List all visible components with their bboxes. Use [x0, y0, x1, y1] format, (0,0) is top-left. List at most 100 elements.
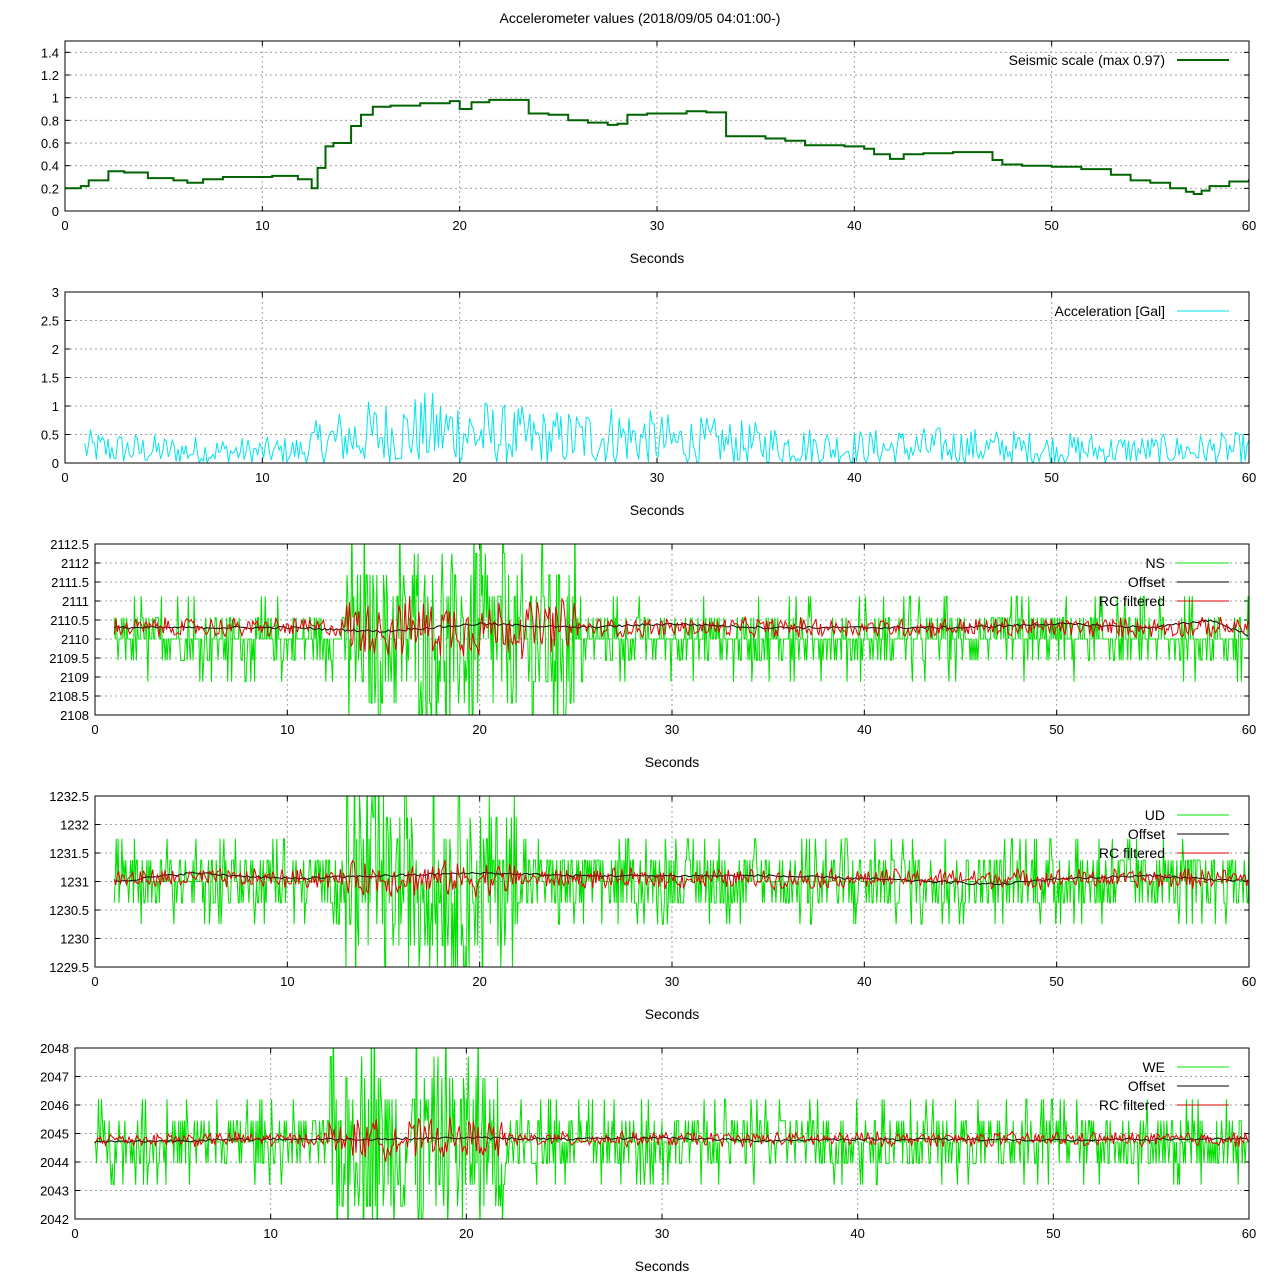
x-tick-label: 10 [280, 722, 294, 737]
x-tick-label: 30 [655, 1226, 669, 1241]
chart-3: 0 10 20 30 40 50 60 2108 2108.5 2109 2109.5 2110 211… [49, 537, 1256, 770]
legend-label: RC filtered [1099, 593, 1165, 609]
x-tick-label: 60 [1242, 1226, 1256, 1241]
x-tick-label: 0 [91, 722, 98, 737]
series-3-3 [113, 595, 1249, 660]
x-tick-label: 50 [1049, 974, 1063, 989]
plot-area [113, 544, 1249, 715]
legend-label: WE [1142, 1059, 1165, 1075]
plot-area [84, 392, 1249, 463]
x-tick-label: 30 [650, 218, 664, 233]
series-4-3 [113, 859, 1249, 898]
y-tick-label: 2111.5 [51, 575, 89, 590]
x-tick-label: 20 [452, 470, 466, 485]
y-tick-label: 1 [52, 91, 59, 106]
chart-5: 0 10 20 30 40 50 60 2042 2043 2044 2045 2046 2047 204… [40, 1041, 1256, 1274]
y-tick-label: 2046 [40, 1098, 69, 1113]
y-tick-label: 0.2 [41, 181, 59, 196]
series-5-3 [94, 1116, 1249, 1162]
legend-label: Offset [1128, 574, 1165, 590]
plot-area [113, 796, 1249, 967]
y-tick-label: 2110 [61, 632, 89, 647]
chart-2: 0 10 20 30 40 50 60 0 0.5 1 1.5 2 2.5 3 Acceleration [… [41, 285, 1256, 518]
legend-label: Seismic scale (max 0.97) [1009, 52, 1165, 68]
y-tick-label: 2048 [40, 1041, 69, 1056]
x-tick-label: 50 [1044, 470, 1058, 485]
x-tick-label: 40 [857, 974, 871, 989]
x-tick-label: 40 [847, 470, 861, 485]
x-axis-label: Seconds [645, 1006, 699, 1022]
y-tick-label: 2110.5 [50, 613, 89, 628]
y-tick-label: 0 [52, 204, 59, 219]
x-tick-label: 60 [1242, 470, 1256, 485]
y-tick-label: 0.4 [41, 159, 59, 174]
y-tick-label: 2108.5 [49, 689, 89, 704]
y-tick-label: 2109 [60, 670, 89, 685]
y-tick-label: 2043 [40, 1184, 69, 1199]
legend-label: UD [1145, 807, 1165, 823]
plot-frame [64, 40, 1250, 212]
plot-area [65, 98, 1249, 195]
y-tick-label: 1232.5 [49, 789, 89, 804]
y-tick-label: 2108 [60, 708, 89, 723]
x-tick-label: 50 [1046, 1226, 1060, 1241]
x-tick-label: 0 [61, 218, 68, 233]
y-tick-label: 1232 [60, 818, 89, 833]
legend-label: Offset [1128, 1078, 1165, 1094]
x-tick-label: 40 [850, 1226, 864, 1241]
y-tick-label: 0.6 [41, 136, 59, 151]
x-axis-label: Seconds [630, 502, 684, 518]
x-tick-label: 20 [472, 722, 486, 737]
plot-frame [94, 543, 1250, 716]
legend-label: RC filtered [1099, 1097, 1165, 1113]
legend-label: Offset [1128, 826, 1165, 842]
series-4-2 [114, 871, 1249, 886]
y-tick-label: 0 [52, 456, 59, 471]
y-tick-label: 0.8 [41, 113, 59, 128]
x-tick-label: 30 [650, 470, 664, 485]
chart-4: 0 10 20 30 40 50 60 1229.5 1230 1230.5 1231 1231.5 1… [49, 789, 1256, 1022]
y-tick-label: 2042 [40, 1212, 69, 1227]
legend-label: NS [1146, 555, 1165, 571]
plot-frame [74, 1047, 1250, 1220]
y-tick-label: 2112 [61, 556, 89, 571]
plot-frame [94, 795, 1250, 968]
y-tick-label: 2112.5 [50, 537, 89, 552]
x-tick-label: 10 [255, 218, 269, 233]
x-tick-label: 60 [1242, 218, 1256, 233]
y-tick-label: 2045 [40, 1127, 69, 1142]
x-tick-label: 10 [280, 974, 294, 989]
series-2-1 [84, 392, 1249, 463]
y-tick-label: 1 [52, 399, 59, 414]
y-tick-label: 2044 [40, 1155, 69, 1170]
x-tick-label: 30 [665, 974, 679, 989]
x-tick-label: 10 [263, 1226, 277, 1241]
y-tick-label: 2.5 [41, 314, 59, 329]
x-tick-label: 20 [472, 974, 486, 989]
y-tick-label: 1230 [60, 932, 89, 947]
x-tick-label: 0 [61, 470, 68, 485]
x-tick-label: 60 [1242, 974, 1256, 989]
y-tick-label: 1230.5 [49, 903, 89, 918]
y-tick-label: 2111 [62, 594, 89, 609]
x-tick-label: 20 [452, 218, 466, 233]
x-tick-label: 30 [665, 722, 679, 737]
x-tick-label: 0 [91, 974, 98, 989]
y-tick-label: 2 [52, 342, 59, 357]
plot-area [94, 1048, 1249, 1219]
legend-label: RC filtered [1099, 845, 1165, 861]
x-axis-label: Seconds [630, 250, 684, 266]
x-tick-label: 40 [847, 218, 861, 233]
x-tick-label: 10 [255, 470, 269, 485]
y-tick-label: 1.2 [41, 68, 59, 83]
legend-label: Acceleration [Gal] [1055, 303, 1166, 319]
series-1-1 [65, 98, 1249, 195]
x-tick-label: 50 [1049, 722, 1063, 737]
y-tick-label: 3 [52, 285, 59, 300]
y-tick-label: 1229.5 [49, 960, 89, 975]
y-tick-label: 2047 [40, 1070, 69, 1085]
y-tick-label: 1.4 [41, 45, 59, 60]
y-tick-label: 2109.5 [49, 651, 89, 666]
